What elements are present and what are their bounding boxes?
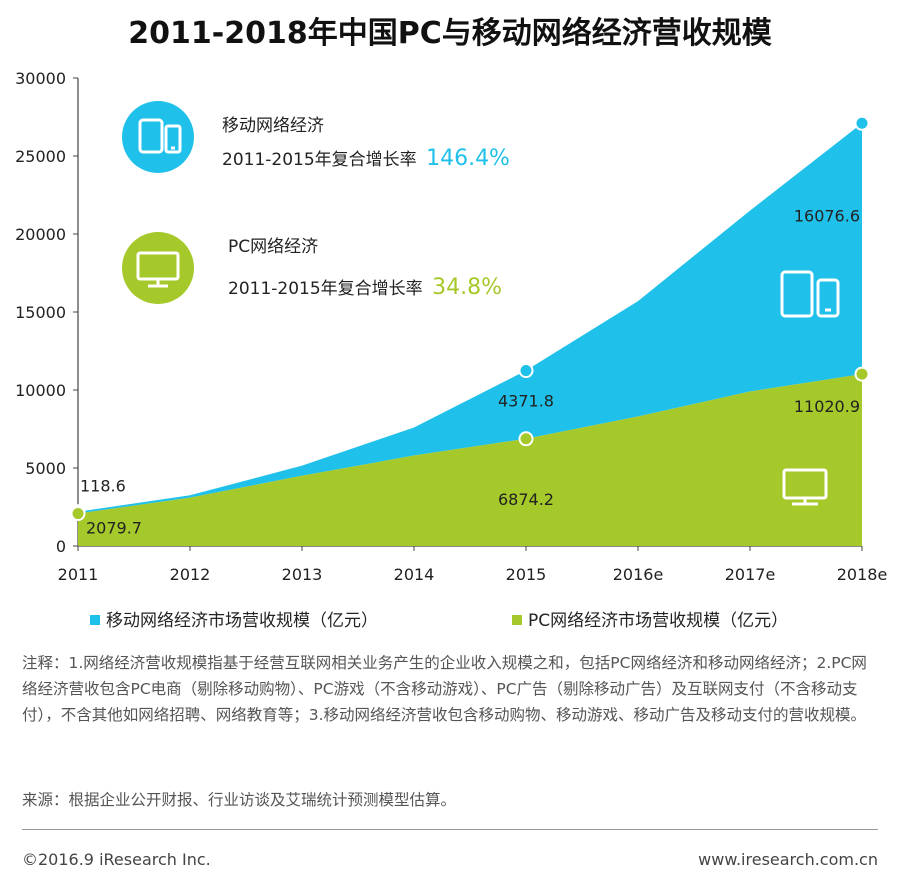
y-tick-label: 30000 — [15, 69, 66, 88]
pc-annotation-name: PC网络经济 — [228, 237, 318, 257]
legend-label-pc: PC网络经济市场营收规模（亿元） — [528, 611, 789, 631]
x-tick-label: 2017e — [725, 565, 776, 584]
mobile-data-label: 4371.8 — [498, 392, 554, 411]
mobile-annotation-name: 移动网络经济 — [222, 116, 324, 136]
monitor-icon — [782, 468, 828, 506]
mobile-area — [78, 123, 862, 514]
mobile-annotation: 移动网络经济 2011-2015年复合增长率 146.4% — [122, 101, 510, 173]
legend-label-mobile: 移动网络经济市场营收规模（亿元） — [106, 611, 378, 631]
tablet-phone-icon — [138, 118, 182, 154]
x-tick-label: 2016e — [613, 565, 664, 584]
pc-annotation: PC网络经济 2011-2015年复合增长率 34.8% — [122, 232, 502, 304]
y-tick-label: 0 — [56, 537, 66, 556]
mobile-data-label: 118.6 — [80, 477, 126, 496]
y-tick-label: 5000 — [25, 459, 66, 478]
pc-data-label: 2079.7 — [86, 519, 142, 538]
pc-data-label: 6874.2 — [498, 490, 554, 509]
data-labels: 118.6 2079.7 4371.8 6874.2 16076.6 11020.9 — [80, 206, 860, 537]
website-link: www.iresearch.com.cn — [698, 850, 878, 869]
y-tick-label: 25000 — [15, 147, 66, 166]
area-series — [78, 123, 862, 546]
pc-cagr-value: 34.8% — [432, 275, 502, 300]
pc-data-label: 11020.9 — [794, 397, 860, 416]
mobile-data-label: 16076.6 — [794, 206, 860, 225]
area-chart: 30000 25000 20000 15000 10000 5000 0 2011 2012 20… — [15, 69, 888, 584]
footer-divider — [22, 829, 878, 830]
footnote: 注释：1.网络经济营收规模指基于经营互联网相关业务产生的企业收入规模之和，包括P… — [22, 654, 867, 724]
tablet-phone-icon — [780, 270, 840, 318]
pc-badge — [122, 232, 194, 304]
legend-swatch-mobile — [90, 615, 100, 625]
copyright: ©2016.9 iResearch Inc. — [22, 850, 211, 869]
y-tick-label: 20000 — [15, 225, 66, 244]
y-tick-label: 15000 — [15, 303, 66, 322]
pc-point — [854, 366, 870, 382]
x-tick-label: 2012 — [170, 565, 211, 584]
mobile-point — [518, 363, 534, 379]
pc-area — [78, 374, 862, 546]
svg-text:2011-2015年复合增长率 146.4%: 2011-2015年复合增长率 146.4% — [222, 146, 510, 171]
x-tick-label: 2011 — [58, 565, 99, 584]
legend-item-pc: PC网络经济市场营收规模（亿元） — [512, 606, 788, 631]
mobile-badge — [122, 101, 194, 173]
x-tick-label: 2015 — [506, 565, 547, 584]
data-points — [70, 115, 870, 522]
x-tick-label: 2014 — [394, 565, 435, 584]
pc-point — [70, 506, 86, 522]
mobile-cagr-label: 2011-2015年复合增长率 — [222, 150, 417, 170]
x-tick-label: 2018e — [837, 565, 888, 584]
legend-item-mobile: 移动网络经济市场营收规模（亿元） — [90, 606, 378, 631]
monitor-icon — [136, 251, 180, 288]
chart-title: 2011-2018年中国PC与移动网络经济营收规模 — [128, 16, 772, 51]
mobile-point — [854, 115, 870, 131]
mobile-cagr-value: 146.4% — [426, 146, 510, 171]
svg-text:2011-2015年复合增长率 34.8%: 2011-2015年复合增长率 34.8% — [228, 275, 502, 300]
y-tick-label: 10000 — [15, 381, 66, 400]
source-text: 来源：根据企业公开财报、行业访谈及艾瑞统计预测模型估算。 — [22, 791, 457, 809]
x-tick-label: 2013 — [282, 565, 323, 584]
pc-cagr-label: 2011-2015年复合增长率 — [228, 279, 423, 299]
pc-point — [518, 431, 534, 447]
legend-swatch-pc — [512, 615, 522, 625]
